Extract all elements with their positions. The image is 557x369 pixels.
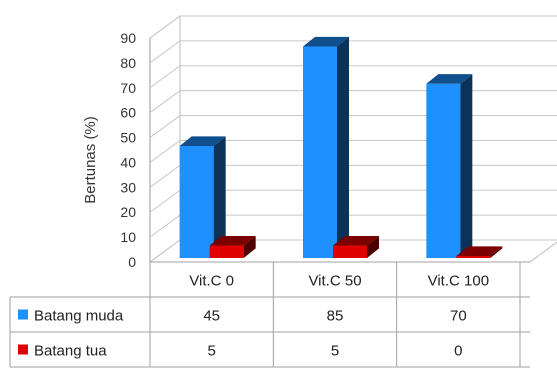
y-axis-label: Bertunas (%) <box>82 116 99 204</box>
bar-batang-tua-front <box>456 256 491 258</box>
legend-swatch <box>18 344 28 355</box>
data-label: 70 <box>450 308 467 325</box>
bar-batang-muda-front <box>179 146 214 258</box>
bar-batang-muda <box>303 36 349 258</box>
bar-batang-tua <box>333 235 379 258</box>
gridline <box>149 115 557 138</box>
data-label: 45 <box>203 308 220 325</box>
y-tick-label: 50 <box>120 130 136 146</box>
y-tick-label: 0 <box>128 254 136 270</box>
x-tick-label: Vit.C 100 <box>428 273 489 290</box>
bar-batang-muda <box>426 74 473 259</box>
y-tick-label: 20 <box>120 204 136 220</box>
legend-label: Batang tua <box>34 343 107 360</box>
bar-batang-muda-side <box>213 136 226 258</box>
legend-swatch <box>18 309 28 320</box>
y-tick-label: 30 <box>120 179 136 195</box>
bar-batang-muda-side <box>337 36 349 258</box>
bar-batang-muda-side <box>460 74 473 258</box>
bar-batang-tua-side <box>490 246 503 258</box>
bar-batang-tua <box>456 246 503 258</box>
gridline <box>149 40 557 64</box>
gridline <box>149 15 557 39</box>
y-tick-label: 80 <box>120 55 136 71</box>
data-label: 85 <box>327 308 344 325</box>
bar-batang-tua-side <box>243 235 256 258</box>
gridline <box>149 90 557 114</box>
gridline <box>149 65 557 89</box>
bar-batang-muda-top <box>179 136 226 146</box>
bar-batang-tua-top <box>456 246 503 256</box>
bar-batang-tua-top <box>333 235 379 246</box>
x-tick-label: Vit.C 0 <box>189 273 234 290</box>
bars <box>179 36 503 259</box>
bar-batang-tua <box>209 235 256 258</box>
side-wall <box>149 15 181 263</box>
y-tick-label: 40 <box>120 154 136 170</box>
bar-batang-tua-top <box>209 235 256 246</box>
y-tick-label: 70 <box>120 80 136 96</box>
bar-batang-muda <box>179 136 226 258</box>
y-tick-label: 90 <box>120 30 136 46</box>
y-tick-label: 10 <box>120 229 136 245</box>
data-label: 5 <box>331 343 339 360</box>
bar-batang-muda-front <box>303 46 337 258</box>
data-table: Vit.C 0 Vit.C 50 Vit.C 100 Batang muda 45 85 7… <box>9 261 530 368</box>
x-tick-label: Vit.C 50 <box>308 273 361 290</box>
data-label: 0 <box>454 343 462 360</box>
y-tick-label: 60 <box>120 105 136 121</box>
bar-batang-muda-top <box>303 36 349 47</box>
bar-batang-muda-front <box>426 83 461 259</box>
bar-batang-tua-front <box>209 245 244 258</box>
bar-batang-tua-side <box>367 235 379 258</box>
bar-batang-tua-front <box>333 245 367 258</box>
bar-batang-muda-top <box>426 74 473 84</box>
legend-label: Batang muda <box>34 308 124 325</box>
data-label: 5 <box>207 343 215 360</box>
y-axis-ticks: 0 10 20 30 40 50 60 70 80 90 <box>120 30 136 270</box>
